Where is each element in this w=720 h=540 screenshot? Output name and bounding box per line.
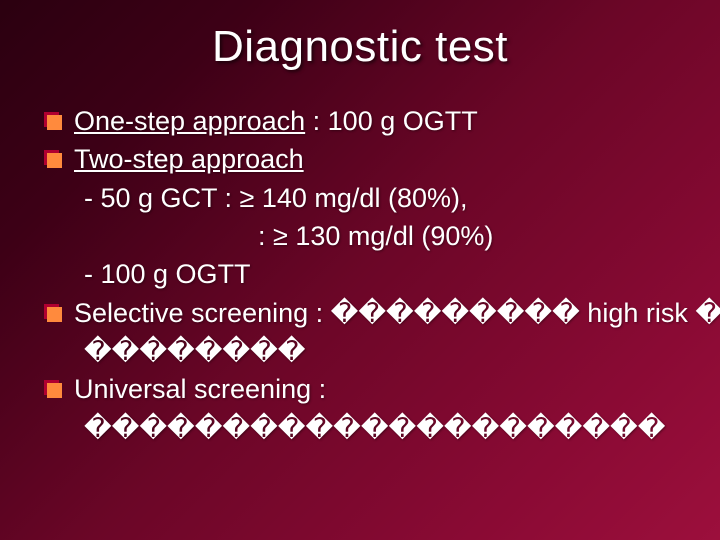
- text-segment: : 100 g OGTT: [305, 106, 478, 136]
- text-segment: Two-step approach: [74, 144, 304, 174]
- content-line: Selective screening : ��������� high ris…: [44, 294, 720, 332]
- text-segment: Universal screening :: [74, 374, 326, 404]
- title-container: Diagnostic test: [0, 0, 720, 102]
- slide-title: Diagnostic test: [212, 22, 508, 72]
- slide: Diagnostic test One-step approach : 100 …: [0, 0, 720, 540]
- text-segment: ���������������������: [84, 413, 665, 443]
- content-line: - 50 g GCT : ≥ 140 mg/dl (80%),: [44, 179, 720, 217]
- text-segment: - 100 g OGTT: [84, 259, 251, 289]
- slide-content: One-step approach : 100 g OGTTTwo-step a…: [0, 102, 720, 447]
- content-line: : ≥ 130 mg/dl (90%): [44, 217, 720, 255]
- content-line: - 100 g OGTT: [44, 255, 720, 293]
- content-line: One-step approach : 100 g OGTT: [44, 102, 720, 140]
- bullet-icon: [44, 113, 59, 128]
- content-line: ���������������������: [44, 409, 720, 447]
- text-segment: One-step approach: [74, 106, 305, 136]
- content-line: Two-step approach: [44, 140, 720, 178]
- bullet-icon: [44, 305, 59, 320]
- text-segment: ��������: [84, 336, 305, 366]
- text-segment: Selective screening : ��������� high ris…: [74, 298, 720, 328]
- content-line: ��������: [44, 332, 720, 370]
- text-segment: : ≥ 130 mg/dl (90%): [258, 221, 493, 251]
- text-segment: - 50 g GCT : ≥ 140 mg/dl (80%),: [84, 183, 467, 213]
- bullet-icon: [44, 381, 59, 396]
- bullet-icon: [44, 151, 59, 166]
- content-line: Universal screening :: [44, 370, 720, 408]
